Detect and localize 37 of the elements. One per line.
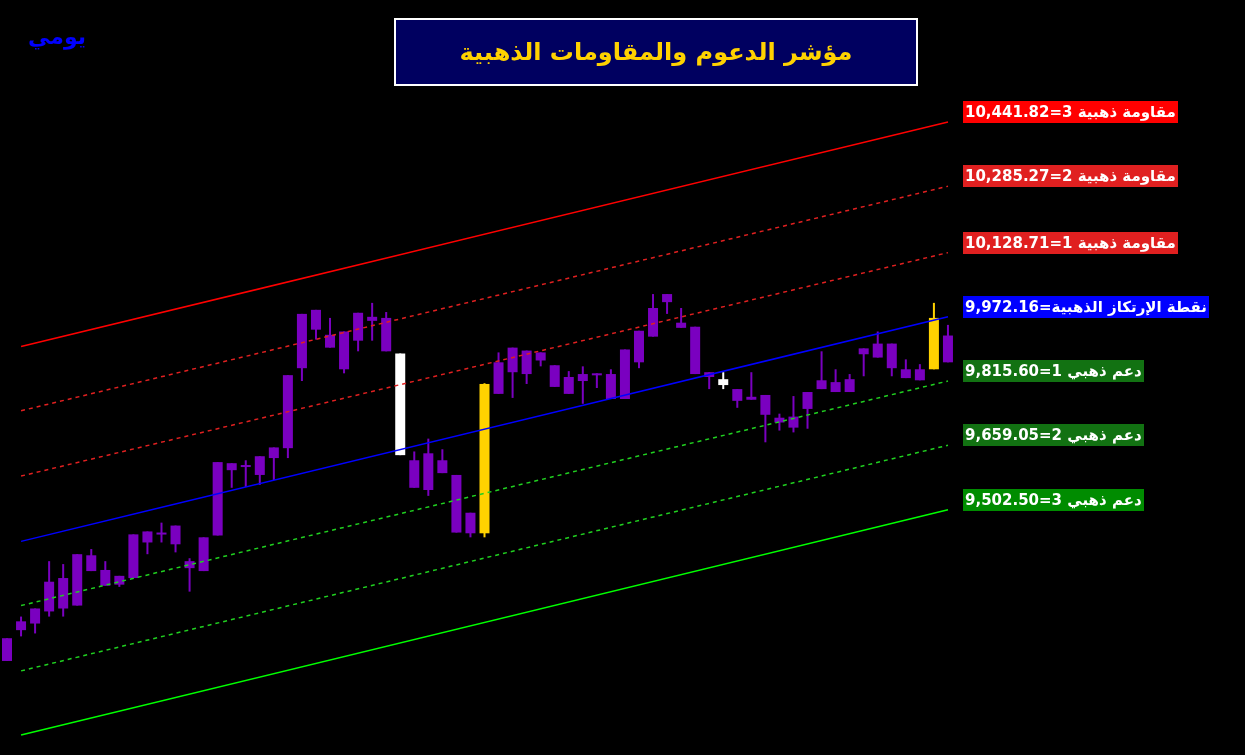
candlestick	[465, 511, 476, 539]
candlestick	[662, 293, 673, 315]
candlestick	[30, 607, 41, 635]
candlestick	[16, 615, 27, 638]
candlestick	[549, 364, 560, 388]
candlestick	[156, 521, 167, 544]
candlestick	[816, 350, 827, 391]
text: دعم ذهبي 2=9,659.05	[963, 424, 1144, 447]
text: نقطة الإرتكاز الذهبية=9,972.16	[963, 295, 1209, 318]
candlestick	[676, 307, 687, 329]
text: مقاومة ذهبية 2=10,285.27	[963, 165, 1178, 188]
candlestick	[577, 365, 588, 405]
chart-title: مؤشر الدعوم والمقاومات الذهبية	[394, 18, 918, 86]
candlestick	[760, 393, 771, 444]
text: مقاومة ذهبية 3=10,441.82	[963, 101, 1178, 123]
candlestick	[142, 530, 153, 556]
candlestick	[100, 560, 111, 587]
candlestick	[226, 462, 237, 489]
candlestick	[254, 455, 265, 486]
candlestick	[367, 301, 378, 342]
candlestick	[732, 388, 743, 409]
text: مقاومة ذهبية 1=10,128.71	[963, 231, 1178, 254]
candlestick	[591, 372, 602, 389]
candlestick	[788, 395, 799, 434]
candlestick	[170, 524, 181, 554]
text: دعم ذهبي 1=9,815.60	[963, 360, 1144, 383]
candlestick	[802, 391, 813, 430]
candlestick	[872, 330, 883, 359]
text: يومي	[28, 24, 86, 49]
candlestick	[563, 370, 574, 395]
candlestick	[746, 371, 757, 401]
text: دعم ذهبي 3=9,502.50	[963, 488, 1144, 511]
candlestick	[268, 446, 279, 482]
candlestick	[310, 308, 321, 341]
candlestick	[325, 316, 336, 349]
candlestick	[240, 459, 251, 489]
candlestick	[858, 347, 869, 378]
